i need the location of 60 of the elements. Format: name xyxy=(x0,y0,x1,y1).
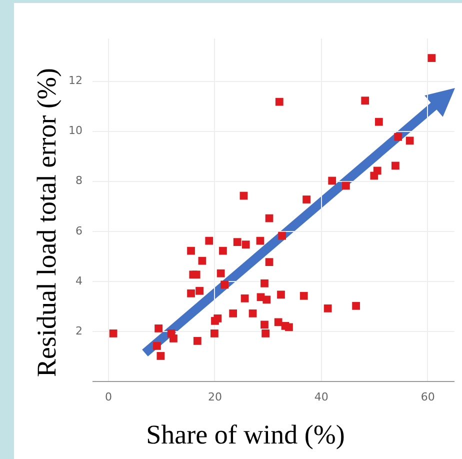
y-axis-title: Residual load total error (%) xyxy=(32,68,62,377)
point xyxy=(193,337,202,345)
x-axis-title: Share of wind (%) xyxy=(146,420,345,450)
x-tick-label: 20 xyxy=(208,390,222,404)
point xyxy=(392,162,400,170)
point xyxy=(220,280,228,289)
point xyxy=(265,214,274,222)
point xyxy=(192,270,200,279)
point xyxy=(205,236,214,245)
point xyxy=(375,118,383,126)
x-tick-label: 0 xyxy=(104,390,112,404)
point xyxy=(214,314,222,322)
point xyxy=(256,236,264,245)
point xyxy=(361,96,370,105)
point xyxy=(229,309,238,318)
point xyxy=(216,269,225,278)
point xyxy=(154,324,162,332)
point xyxy=(373,166,382,175)
point xyxy=(248,309,257,318)
point xyxy=(262,296,271,304)
point xyxy=(277,290,285,299)
point xyxy=(406,136,414,145)
y-tick-label: 8 xyxy=(76,174,82,188)
point xyxy=(198,256,206,265)
point xyxy=(274,318,282,326)
point xyxy=(302,196,310,204)
point xyxy=(240,294,249,302)
point xyxy=(156,352,165,360)
point xyxy=(262,329,270,338)
point xyxy=(342,182,350,190)
point xyxy=(109,329,118,338)
y-tick-label: 2 xyxy=(76,324,82,338)
point xyxy=(187,246,195,255)
point xyxy=(240,192,248,200)
point xyxy=(260,320,268,329)
point xyxy=(275,98,284,106)
point xyxy=(242,240,250,248)
y-tick-label: 10 xyxy=(68,124,82,138)
point xyxy=(278,232,286,240)
point xyxy=(260,279,268,288)
point xyxy=(285,323,293,332)
y-tick-label: 12 xyxy=(68,74,82,88)
y-tick-label: 6 xyxy=(76,224,82,238)
point xyxy=(187,289,195,298)
point xyxy=(300,292,308,300)
point xyxy=(328,176,336,185)
point xyxy=(219,246,227,255)
point xyxy=(170,334,178,342)
y-tick-label: 4 xyxy=(76,274,82,288)
point xyxy=(394,132,402,141)
x-tick-label: 40 xyxy=(314,390,328,404)
point xyxy=(265,258,274,266)
point xyxy=(324,304,332,312)
point xyxy=(352,302,360,310)
point xyxy=(428,54,436,62)
x-tick-label: 60 xyxy=(420,390,435,404)
point xyxy=(210,329,218,338)
point xyxy=(196,286,204,295)
point xyxy=(153,342,161,350)
point xyxy=(233,238,242,246)
